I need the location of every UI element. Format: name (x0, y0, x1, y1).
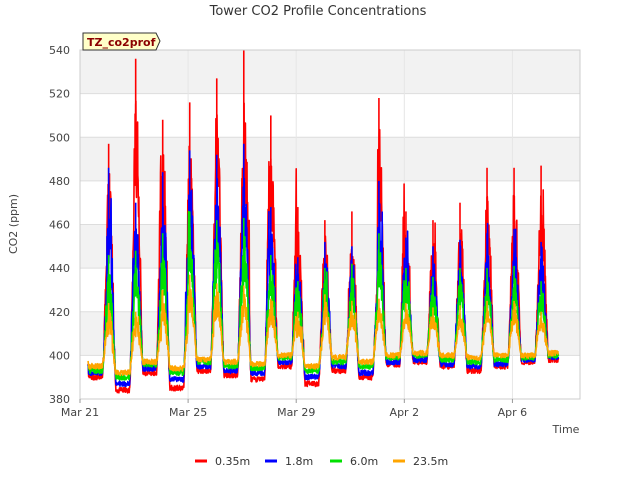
y-tick-label: 500 (49, 131, 70, 144)
legend-label: 1.8m (285, 455, 313, 468)
legend-item-23.5m: 23.5m (393, 455, 448, 468)
legend-label: 6.0m (350, 455, 378, 468)
plot-band (80, 224, 580, 269)
x-tick-label: Apr 2 (390, 406, 420, 419)
series-layer (87, 50, 560, 394)
annotation-text: TZ_co2prof (87, 36, 156, 49)
annotation-badge: TZ_co2prof (82, 32, 161, 51)
legend-item-6.0m: 6.0m (330, 455, 378, 468)
chart-title: Tower CO2 Profile Concentrations (209, 4, 427, 19)
y-axis: 380 400 420 440 460 480 500 520 540 (49, 44, 70, 406)
x-axis: Mar 21 Mar 25 Mar 29 Apr 2 Apr 6 (61, 399, 527, 419)
y-tick-label: 460 (49, 219, 70, 232)
y-tick-label: 380 (49, 393, 70, 406)
legend-item-0.35m: 0.35m (195, 455, 250, 468)
y-tick-label: 400 (49, 349, 70, 362)
y-tick-label: 520 (49, 88, 70, 101)
plot-band (80, 137, 580, 181)
x-axis-label: Time (552, 423, 580, 436)
series-line-23.5m (87, 288, 560, 377)
plot-band (80, 268, 580, 312)
y-tick-label: 480 (49, 175, 70, 188)
x-tick-label: Mar 29 (277, 406, 315, 419)
plot-band (80, 180, 580, 225)
y-tick-label: 440 (49, 262, 70, 275)
x-tick-label: Mar 25 (169, 406, 207, 419)
legend-item-1.8m: 1.8m (265, 455, 313, 468)
plot-border (79, 49, 581, 400)
legend-label: 23.5m (413, 455, 448, 468)
plot-band (80, 93, 580, 138)
x-tick-label: Apr 6 (498, 406, 528, 419)
y-tick-label: 420 (49, 306, 70, 319)
y-axis-label: CO2 (ppm) (7, 194, 20, 254)
legend-label: 0.35m (215, 455, 250, 468)
x-tick-label: Mar 21 (61, 406, 99, 419)
plot-band (80, 50, 580, 94)
legend: 0.35m 1.8m 6.0m 23.5m (195, 455, 448, 468)
y-tick-label: 540 (49, 44, 70, 57)
